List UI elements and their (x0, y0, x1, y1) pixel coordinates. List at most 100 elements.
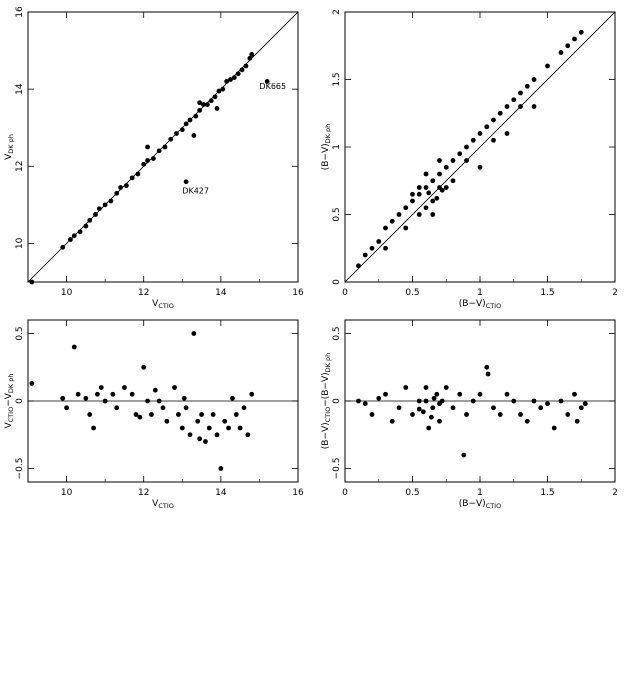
x-tick-label: 10 (61, 288, 73, 298)
data-point (504, 104, 510, 109)
data-point (123, 183, 129, 188)
data-point (224, 79, 230, 84)
data-point (565, 43, 571, 49)
data-point (187, 432, 193, 438)
point-annotation: DK427 (182, 186, 209, 195)
data-point (574, 418, 580, 424)
data-point (470, 398, 476, 404)
data-point (203, 439, 208, 444)
x-tick-label: 2 (612, 288, 618, 298)
data-point (145, 144, 150, 150)
data-point (403, 385, 409, 390)
y-tick-label: 2 (332, 9, 342, 15)
x-axis-label: (B−V)CTIO (459, 299, 501, 310)
data-point (497, 412, 503, 417)
data-point (172, 385, 177, 390)
data-point (443, 385, 449, 390)
data-point (233, 412, 239, 417)
data-point (491, 117, 496, 123)
data-point (491, 405, 496, 411)
data-point (77, 229, 83, 235)
data-point (504, 131, 510, 136)
data-point (181, 395, 187, 401)
data-point (249, 52, 255, 57)
data-point (133, 412, 139, 417)
data-point (183, 405, 189, 411)
data-point (237, 425, 243, 431)
data-point (150, 156, 156, 161)
data-point (524, 418, 530, 424)
data-point (423, 398, 429, 404)
data-point (450, 158, 456, 163)
x-tick-label: 1.5 (540, 288, 554, 298)
y-tick-label: 0.5 (15, 326, 25, 340)
data-point (135, 171, 141, 177)
data-point (122, 385, 127, 390)
data-point (416, 191, 422, 197)
data-point (410, 191, 415, 197)
data-point (572, 391, 577, 397)
data-point (430, 198, 436, 204)
data-point (470, 137, 476, 143)
y-tick-label: 0.5 (332, 207, 342, 221)
data-point (64, 405, 69, 411)
data-point (558, 50, 564, 55)
data-point (565, 412, 571, 417)
data-point (410, 198, 415, 204)
data-point (443, 164, 449, 170)
data-point (485, 371, 491, 377)
data-point (87, 412, 93, 417)
data-point (183, 121, 189, 127)
data-point (429, 414, 434, 420)
data-point (477, 391, 483, 397)
data-point (396, 212, 402, 217)
data-point (212, 94, 218, 100)
identity-line (345, 12, 615, 282)
data-point (204, 102, 210, 107)
y-tick-label: 0 (332, 398, 342, 404)
data-point (164, 418, 170, 424)
data-point (226, 425, 231, 431)
data-point (102, 398, 108, 404)
data-point (208, 98, 214, 104)
panel-v-compare: 10 12 14 16 10 12 14 16 DK665 DK427 VCTIO VDK ph (4, 6, 304, 310)
data-point (114, 405, 120, 411)
data-point (245, 432, 251, 438)
data-point (491, 137, 496, 143)
y-tick-label: 10 (15, 237, 25, 249)
data-point (108, 198, 114, 204)
data-point (369, 412, 375, 417)
data-point (450, 405, 456, 411)
data-point (201, 102, 206, 107)
data-point (75, 391, 81, 397)
y-tick-label: 1.5 (332, 72, 342, 86)
data-point (145, 158, 150, 163)
data-point (545, 401, 550, 407)
x-tick-label: 0 (342, 488, 348, 498)
data-point (68, 237, 73, 242)
data-point (477, 164, 483, 170)
x-tick-label: 16 (292, 488, 304, 498)
data-point (551, 425, 557, 431)
y-tick-label: 12 (15, 161, 25, 172)
data-point (396, 405, 402, 411)
data-point (102, 202, 108, 208)
data-point (403, 205, 409, 211)
data-point (484, 364, 490, 370)
y-axis-label: (B−V)DK ph (321, 124, 332, 171)
data-point (582, 401, 588, 407)
data-point (430, 405, 436, 411)
data-point (197, 100, 203, 106)
data-point (511, 398, 517, 404)
data-point (141, 161, 147, 167)
data-point (416, 185, 422, 190)
data-point (572, 36, 577, 42)
data-point (389, 218, 395, 224)
data-point (60, 244, 66, 250)
data-point (484, 124, 490, 130)
x-tick-label: 1 (477, 488, 483, 498)
data-point (434, 391, 440, 397)
data-point (423, 171, 429, 177)
x-axis-label: (B−V)CTIO (459, 499, 501, 510)
data-point (545, 63, 550, 69)
